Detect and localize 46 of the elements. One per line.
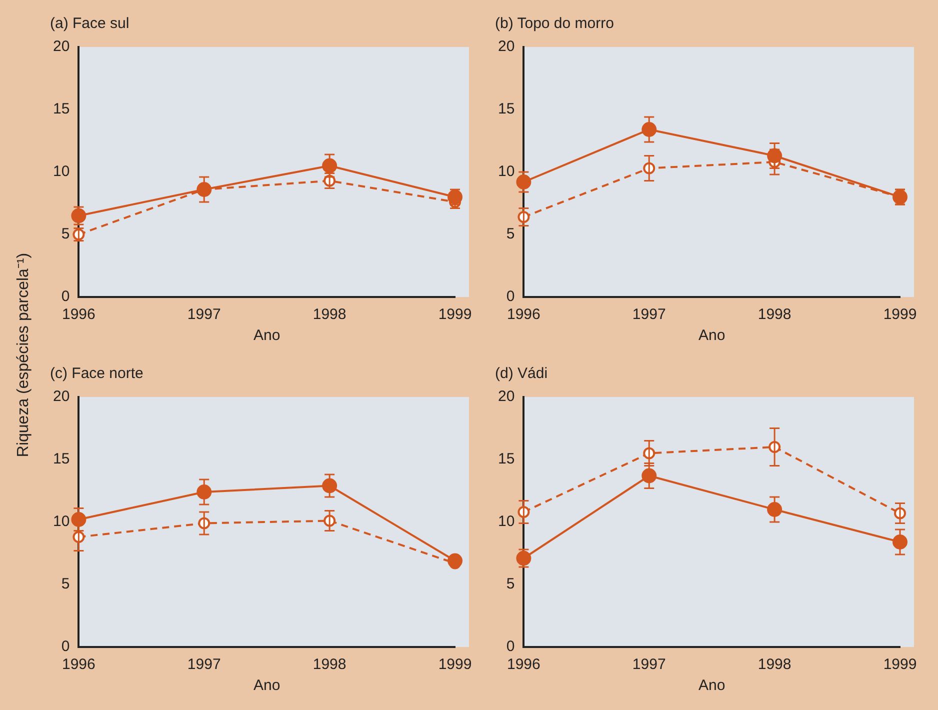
x-tick-label: 1999: [883, 656, 917, 674]
y-tick-label: 15: [52, 450, 70, 468]
x-tick-label: 1998: [758, 656, 792, 674]
y-tick-label: 0: [61, 288, 70, 306]
x-tick-label: 1996: [62, 656, 96, 674]
y-axis-title: Riqueza (espécies parcela⁻¹): [14, 252, 33, 458]
x-tick-label: 1997: [632, 306, 666, 324]
y-tick-label: 20: [52, 38, 70, 56]
chart-title: (a) Face sul: [50, 15, 130, 32]
chart-title: (d) Vádi: [495, 365, 548, 382]
y-tick-label: 0: [506, 288, 515, 306]
y-tick-label: 15: [52, 100, 70, 118]
y-tick-label: 10: [498, 513, 515, 530]
x-tick-label: 1998: [312, 306, 346, 324]
x-axis-title: Ano: [253, 327, 280, 344]
y-tick-label: 0: [506, 638, 515, 656]
x-tick-label: 1999: [883, 306, 917, 324]
y-tick-label: 20: [52, 388, 70, 406]
y-tick-label: 5: [506, 576, 515, 593]
y-tick-label: 20: [498, 388, 515, 406]
y-tick-label: 10: [52, 163, 70, 180]
y-tick-label: 20: [498, 38, 515, 56]
point: [448, 553, 462, 568]
chart-title: (b) Topo do morro: [495, 15, 614, 32]
y-tick-label: 5: [61, 576, 70, 593]
x-tick-label: 1998: [758, 306, 792, 324]
chart-title: (c) Face norte: [50, 365, 144, 382]
x-axis-title: Ano: [698, 677, 726, 694]
x-tick-label: 1996: [506, 306, 540, 324]
x-tick-label: 1996: [62, 306, 96, 324]
x-axis-title: Ano: [253, 677, 280, 694]
x-tick-label: 1998: [312, 656, 346, 674]
x-tick-label: 1999: [438, 306, 472, 324]
y-tick-label: 5: [61, 226, 70, 243]
x-tick-label: 1997: [632, 656, 666, 674]
y-tick-label: 10: [52, 513, 70, 530]
y-tick-label: 15: [498, 450, 515, 468]
x-axis-title: Ano: [698, 327, 726, 344]
y-tick-label: 15: [498, 100, 515, 118]
x-tick-label: 1999: [438, 656, 472, 674]
y-tick-label: 5: [506, 226, 515, 243]
x-tick-label: 1997: [187, 306, 221, 324]
x-tick-label: 1996: [506, 656, 540, 674]
y-tick-label: 0: [61, 638, 70, 656]
x-tick-label: 1997: [187, 656, 221, 674]
y-tick-label: 10: [498, 163, 515, 180]
